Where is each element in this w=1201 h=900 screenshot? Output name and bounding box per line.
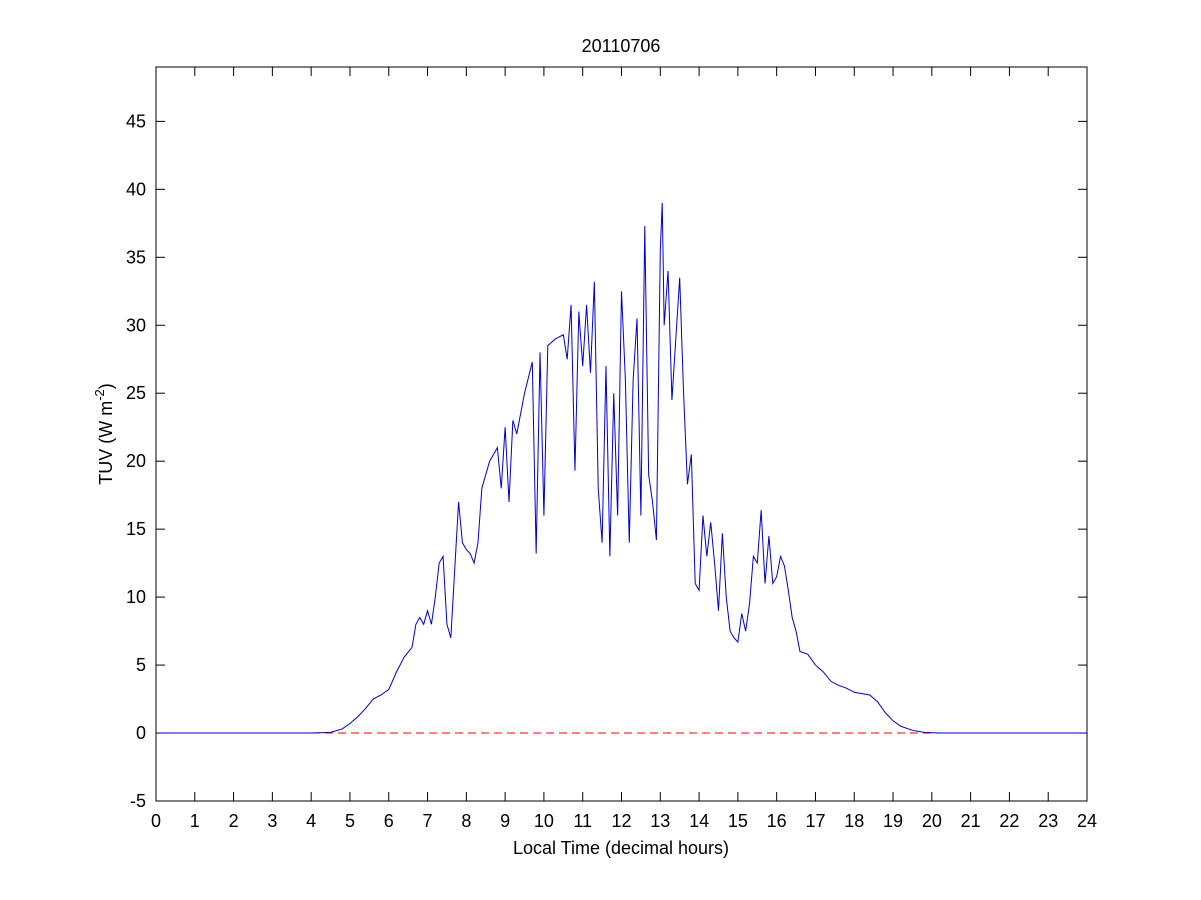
- x-tick-label: 6: [384, 811, 394, 831]
- x-axis-label: Local Time (decimal hours): [513, 838, 729, 858]
- y-tick-label: 20: [126, 451, 146, 471]
- x-tick-label: 2: [229, 811, 239, 831]
- x-tick-label: 10: [534, 811, 554, 831]
- y-tick-label: 40: [126, 179, 146, 199]
- x-tick-label: 11: [573, 811, 592, 831]
- x-tick-label: 8: [461, 811, 471, 831]
- x-tick-label: 1: [190, 811, 200, 831]
- y-tick-label: 45: [126, 111, 146, 131]
- y-tick-label: 0: [136, 723, 146, 743]
- x-tick-label: 22: [999, 811, 1019, 831]
- y-tick-label: 25: [126, 383, 146, 403]
- y-tick-label: 5: [136, 655, 146, 675]
- x-tick-label: 23: [1038, 811, 1058, 831]
- x-tick-label: 17: [805, 811, 825, 831]
- chart-title: 20110706: [582, 36, 661, 56]
- x-tick-label: 16: [767, 811, 787, 831]
- x-tick-label: 5: [345, 811, 355, 831]
- x-tick-label: 21: [961, 811, 981, 831]
- x-tick-label: 9: [500, 811, 510, 831]
- plot-frame: [155, 66, 1088, 802]
- x-tick-label: 19: [883, 811, 903, 831]
- y-axis-label-suffix: ): [96, 383, 116, 389]
- x-tick-label: 4: [306, 811, 316, 831]
- data-line: [156, 202, 1087, 734]
- y-tick-label: 10: [126, 587, 146, 607]
- x-tick-label: 18: [844, 811, 864, 831]
- y-tick-label: 35: [126, 247, 146, 267]
- y-tick-label: 15: [126, 519, 146, 539]
- y-axis-label: TUV (W m-2): [92, 383, 116, 485]
- x-tick-label: 3: [267, 811, 277, 831]
- y-axis-label-superscript: -2: [92, 389, 107, 401]
- x-tick-label: 7: [423, 811, 433, 831]
- x-tick-label: 0: [151, 811, 161, 831]
- plot-area: 0 1 2 3 4 5 6 7 8 9 10 11 12 13 14 15 16 17 18 19 20 21 22 23 24…: [126, 66, 1097, 831]
- x-tick-label: 15: [728, 811, 748, 831]
- y-axis-label-text: TUV (W m: [96, 401, 116, 485]
- y-tick-label: -5: [130, 791, 146, 811]
- x-tick-label: 12: [611, 811, 631, 831]
- x-tick-label: 24: [1077, 811, 1097, 831]
- x-tick-label: 20: [922, 811, 942, 831]
- x-tick-label: 14: [689, 811, 709, 831]
- x-tick-label: 13: [650, 811, 670, 831]
- y-tick-label: 30: [126, 315, 146, 335]
